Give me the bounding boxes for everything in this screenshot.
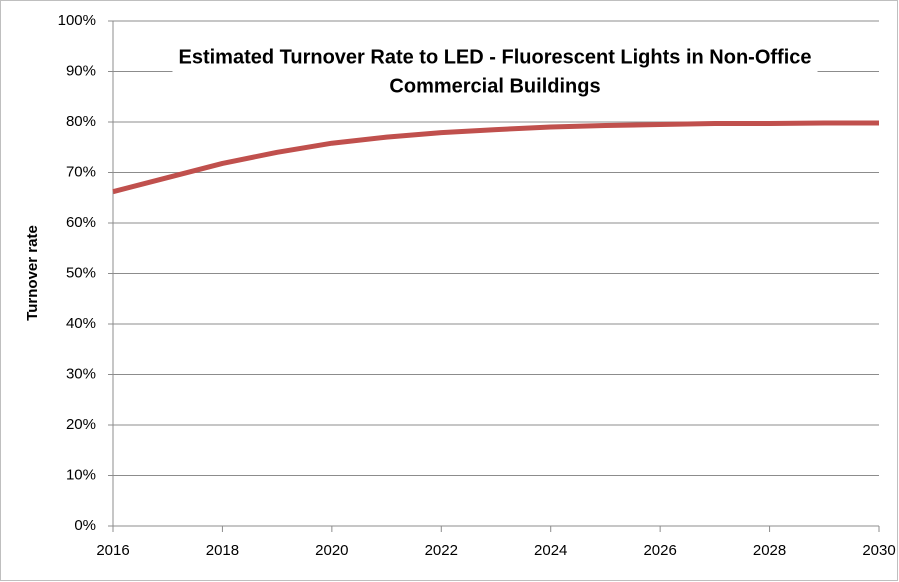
y-tick-label: 90% — [66, 62, 96, 79]
chart-title-line: Estimated Turnover Rate to LED - Fluores… — [178, 46, 811, 68]
chart-title-background — [172, 42, 818, 102]
y-tick-label: 100% — [58, 12, 96, 29]
x-tick-label: 2026 — [643, 542, 676, 559]
y-tick-label: 20% — [66, 416, 96, 433]
x-tick-label: 2018 — [206, 542, 239, 559]
y-tick-label: 40% — [66, 315, 96, 332]
chart-title: Estimated Turnover Rate to LED - Fluores… — [172, 42, 818, 102]
y-tick-label: 70% — [66, 163, 96, 180]
x-tick-label: 2020 — [315, 542, 348, 559]
line-series — [112, 120, 879, 195]
y-tick-label: 0% — [74, 517, 96, 534]
y-tick-label: 60% — [66, 214, 96, 231]
x-tick-label: 2030 — [862, 542, 895, 559]
x-tick-label: 2016 — [96, 542, 129, 559]
x-tick-label: 2024 — [534, 542, 567, 559]
chart-title-line: Commercial Buildings — [389, 75, 600, 97]
y-tick-label: 50% — [66, 264, 96, 281]
x-tick-label: 2028 — [753, 542, 786, 559]
y-tick-label: 10% — [66, 466, 96, 483]
y-axis-label: Turnover rate — [24, 225, 41, 321]
x-tick-label: 2022 — [425, 542, 458, 559]
y-tick-label: 30% — [66, 365, 96, 382]
y-tick-label: 80% — [66, 113, 96, 130]
